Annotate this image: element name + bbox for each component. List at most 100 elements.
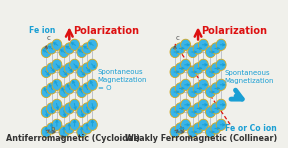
Circle shape [198,59,208,70]
Circle shape [188,66,198,78]
Circle shape [77,66,87,78]
Text: Antiferromagnetic (Cycloidal): Antiferromagnetic (Cycloidal) [6,134,140,143]
Circle shape [70,99,79,110]
Circle shape [77,106,87,118]
Circle shape [175,43,185,54]
Circle shape [216,99,226,110]
Circle shape [175,103,185,114]
Circle shape [52,59,62,70]
Circle shape [188,106,198,118]
Circle shape [193,123,203,134]
Circle shape [47,123,56,134]
Circle shape [88,79,97,90]
Circle shape [41,106,51,118]
Circle shape [216,79,226,90]
Text: Weakly Ferromagnetic (Collinear): Weakly Ferromagnetic (Collinear) [126,134,278,143]
Circle shape [188,46,198,58]
Circle shape [175,83,185,94]
Text: c: c [47,35,51,41]
Circle shape [70,59,79,70]
Circle shape [64,83,74,94]
Circle shape [77,126,87,138]
Circle shape [64,43,74,54]
Circle shape [170,46,180,58]
Circle shape [206,126,215,138]
Circle shape [181,119,191,130]
Circle shape [211,83,221,94]
Circle shape [82,123,92,134]
Circle shape [206,106,215,118]
Circle shape [41,126,51,138]
Circle shape [170,126,180,138]
Circle shape [198,119,208,130]
Circle shape [211,63,221,74]
Circle shape [64,123,74,134]
Circle shape [181,39,191,50]
Text: Polarization: Polarization [202,26,268,36]
Circle shape [198,39,208,50]
Circle shape [193,103,203,114]
Circle shape [88,99,97,110]
Circle shape [52,39,62,50]
Text: Polarization: Polarization [73,26,139,36]
Text: Spontaneous
Magnetization: Spontaneous Magnetization [225,70,274,84]
Circle shape [47,103,56,114]
Circle shape [47,43,56,54]
Text: b: b [51,126,55,132]
Circle shape [88,39,97,50]
Circle shape [82,103,92,114]
Circle shape [52,79,62,90]
Text: b: b [179,126,184,132]
Circle shape [206,86,215,98]
Circle shape [181,79,191,90]
Circle shape [88,119,97,130]
Circle shape [52,99,62,110]
Circle shape [181,59,191,70]
Circle shape [77,86,87,98]
Text: a: a [188,134,192,140]
Circle shape [82,63,92,74]
Circle shape [211,123,221,134]
Circle shape [88,59,97,70]
Circle shape [206,66,215,78]
Circle shape [70,39,79,50]
Circle shape [170,106,180,118]
Text: Fe ion: Fe ion [29,25,56,34]
Circle shape [188,86,198,98]
Circle shape [59,126,69,138]
Circle shape [175,123,185,134]
Circle shape [77,46,87,58]
Text: c: c [176,35,180,41]
Circle shape [198,99,208,110]
Circle shape [41,46,51,58]
Circle shape [211,103,221,114]
Circle shape [70,79,79,90]
Circle shape [59,46,69,58]
Circle shape [59,106,69,118]
Circle shape [206,46,215,58]
Circle shape [193,83,203,94]
Circle shape [64,103,74,114]
Circle shape [175,63,185,74]
Circle shape [82,43,92,54]
Text: Fe or Co ion: Fe or Co ion [225,124,276,133]
Circle shape [216,119,226,130]
Circle shape [47,83,56,94]
Circle shape [170,66,180,78]
Circle shape [59,86,69,98]
Circle shape [188,126,198,138]
Text: Spontaneous
Magnetization
= O: Spontaneous Magnetization = O [98,69,147,91]
Circle shape [52,119,62,130]
Circle shape [59,66,69,78]
Circle shape [216,59,226,70]
Circle shape [193,43,203,54]
Circle shape [193,63,203,74]
Circle shape [211,43,221,54]
Circle shape [47,63,56,74]
Circle shape [64,63,74,74]
Text: a: a [59,134,63,140]
Circle shape [41,66,51,78]
Circle shape [198,79,208,90]
Circle shape [82,83,92,94]
Circle shape [41,86,51,98]
